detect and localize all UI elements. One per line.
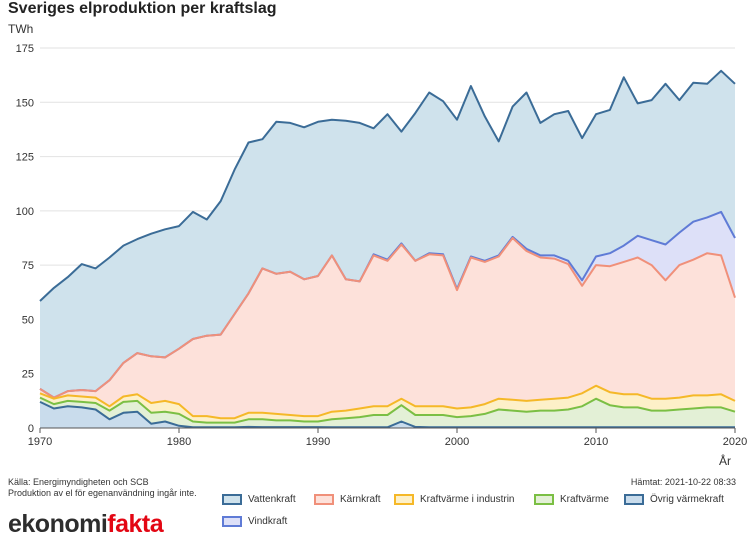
legend-swatch xyxy=(222,494,242,505)
legend-item[interactable]: Vindkraft xyxy=(222,516,287,527)
fetched-timestamp: Hämtat: 2021-10-22 08:33 xyxy=(630,477,736,487)
logo-text-ekonomi: ekonomi xyxy=(8,510,108,538)
x-tick-label: 1970 xyxy=(28,436,52,448)
y-tick-label: 25 xyxy=(22,369,34,381)
legend-label: Övrig värmekraft xyxy=(650,494,724,505)
source-line: Källa: Energimyndigheten och SCB xyxy=(8,477,149,487)
legend-item[interactable]: Kraftvärme i industrin xyxy=(394,494,514,505)
axes: 0 25 50 75 100 125 150 175 1970 1980 1990 2000 2010 2… xyxy=(16,43,748,448)
y-tick-label: 0 xyxy=(28,423,34,435)
y-axis-unit: TWh xyxy=(8,22,34,36)
y-tick-label: 100 xyxy=(16,206,34,218)
area-kraftvärme xyxy=(40,397,735,428)
area-layers xyxy=(40,70,735,429)
legend-item[interactable]: Övrig värmekraft xyxy=(624,494,724,505)
area-kärnkraft xyxy=(40,238,735,428)
logo-text-fakta: fakta xyxy=(107,510,164,538)
legend-item[interactable]: Vattenkraft xyxy=(222,494,296,505)
x-tick-label: 2000 xyxy=(445,436,469,448)
legend-label: Kraftvärme xyxy=(560,494,609,505)
x-tick-label: 2020 xyxy=(723,436,747,448)
source-footnote: Produktion av el för egenanvändning ingå… xyxy=(8,488,197,498)
x-axis-unit: År xyxy=(719,454,731,468)
legend-label: Vattenkraft xyxy=(248,494,296,505)
x-tick-label: 2010 xyxy=(584,436,608,448)
chart-plot: 0 25 50 75 100 125 150 175 1970 1980 1990 2000 2010 2… xyxy=(16,43,748,448)
chart-title: Sveriges elproduktion per kraftslag xyxy=(8,0,277,17)
legend-swatch xyxy=(394,494,414,505)
legend-label: Kraftvärme i industrin xyxy=(420,494,515,505)
legend-label: Kärnkraft xyxy=(340,494,381,505)
line-övrig-värmekraft xyxy=(39,400,735,429)
y-tick-label: 125 xyxy=(16,152,34,164)
legend-swatch xyxy=(222,516,242,527)
legend-label: Vindkraft xyxy=(248,516,288,527)
line-vattenkraft xyxy=(39,69,736,302)
legend-item[interactable]: Kärnkraft xyxy=(314,494,381,505)
line-kärnkraft xyxy=(39,237,736,399)
legend-swatch xyxy=(534,494,554,505)
ekonomifakta-logo[interactable]: ekonomifakta xyxy=(8,510,164,539)
series-lines xyxy=(39,69,736,429)
y-tick-label: 50 xyxy=(22,314,34,326)
y-tick-label: 150 xyxy=(16,97,34,109)
source-note: Källa: Energimyndigheten och SCB Produkt… xyxy=(8,477,197,499)
legend-swatch xyxy=(624,494,644,505)
legend-item[interactable]: Kraftvärme xyxy=(534,494,609,505)
x-tick-label: 1990 xyxy=(306,436,330,448)
line-kraftvärme-i-industrin xyxy=(39,384,736,420)
y-tick-label: 75 xyxy=(22,260,34,272)
line-kraftvärme xyxy=(39,396,736,424)
x-tick-label: 1980 xyxy=(167,436,191,448)
area-övrig-värmekraft xyxy=(40,401,735,428)
y-tick-label: 175 xyxy=(16,43,34,55)
legend-swatch xyxy=(314,494,334,505)
